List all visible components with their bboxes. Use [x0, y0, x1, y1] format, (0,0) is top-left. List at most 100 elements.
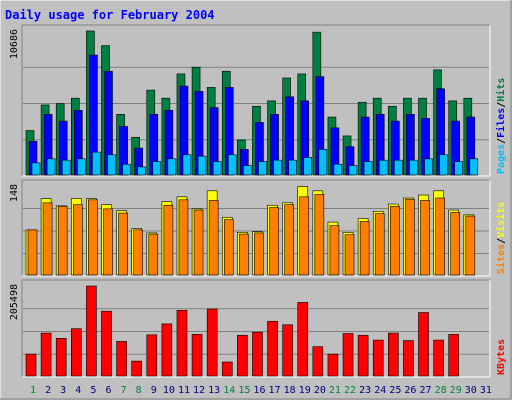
bar-kbytes-day-25: [388, 332, 399, 377]
bar-pages-day-3: [61, 159, 71, 176]
bar-kbytes-day-1: [25, 353, 37, 377]
x-tick-label: 28: [435, 385, 447, 396]
bar-kbytes-day-26: [403, 340, 414, 377]
x-tick-label: 26: [404, 385, 416, 396]
x-tick-label: 23: [359, 385, 371, 396]
legend-files: Files: [495, 108, 507, 138]
bar-pages-day-9: [152, 161, 162, 176]
bar-kbytes-day-3: [55, 338, 67, 377]
x-tick-label: 1: [30, 385, 36, 396]
bar-kbytes-day-23: [357, 334, 369, 377]
x-tick-label: 5: [90, 385, 96, 396]
bar-kbytes-day-17: [267, 320, 278, 377]
bar-kbytes-day-4: [70, 328, 82, 377]
x-tick-label: 4: [75, 385, 81, 396]
bar-pages-day-13: [212, 161, 222, 176]
x-axis-day-labels: 1 2 3 4 5 6 7 8 9 10 11 12 13 14 15 16 17 18 19 20 21 22 23 24 2…: [30, 385, 492, 396]
bar-kbytes-day-8: [131, 360, 142, 377]
bar-pages-day-2: [46, 158, 56, 176]
x-tick-label: 24: [374, 385, 386, 396]
bar-sites-day-28: [435, 197, 445, 276]
x-tick-label: 7: [121, 385, 127, 396]
bar-sites-day-4: [72, 204, 83, 276]
legend-hits: Hits: [495, 78, 507, 102]
bar-sites-day-3: [57, 206, 68, 276]
bar-pages-day-4: [76, 158, 86, 176]
bar-pages-day-25: [394, 159, 403, 176]
legend-separator: /: [496, 238, 507, 244]
bar-pages-day-11: [182, 154, 192, 176]
bar-pages-day-27: [424, 158, 433, 176]
bar-kbytes-day-22: [342, 333, 354, 377]
bar-pages-day-12: [197, 155, 207, 176]
bar-pages-day-10: [167, 158, 177, 176]
bar-pages-day-5: [92, 151, 101, 176]
bar-kbytes-day-13: [206, 308, 218, 377]
x-tick-label: 31: [480, 385, 492, 396]
bar-pages-day-26: [409, 159, 418, 176]
bar-sites-day-22: [344, 234, 355, 276]
bar-sites-day-10: [163, 204, 174, 276]
bar-sites-day-12: [193, 209, 204, 276]
bar-sites-day-11: [178, 199, 189, 276]
bar-pages-day-29: [454, 161, 464, 176]
bar-pages-day-24: [378, 159, 388, 176]
bar-sites-day-18: [284, 204, 294, 276]
bar-pages-day-6: [107, 154, 116, 176]
x-tick-label: 17: [269, 385, 281, 396]
bar-sites-day-29: [450, 212, 461, 276]
x-tick-label: 14: [223, 385, 235, 396]
bar-pages-day-19: [303, 157, 313, 176]
panel-bottom-ymax-label: 205498: [9, 284, 20, 320]
x-tick-label: 6: [105, 385, 111, 396]
bar-pages-day-16: [258, 161, 267, 176]
bar-pages-day-15: [243, 165, 252, 176]
x-tick-label: 20: [314, 385, 326, 396]
bar-sites-day-9: [148, 233, 159, 276]
bar-kbytes-day-21: [327, 353, 339, 377]
bar-sites-day-19: [299, 196, 310, 276]
x-tick-label: 11: [178, 385, 190, 396]
bar-sites-day-7: [118, 212, 128, 276]
x-tick-label: 18: [284, 385, 296, 396]
x-tick-label: 12: [193, 385, 205, 396]
bar-sites-day-2: [42, 202, 53, 276]
bar-pages-day-28: [439, 154, 448, 176]
legend-sites: Sites: [495, 244, 507, 274]
panel-bottom-legend: KBytes: [496, 339, 507, 375]
bar-kbytes-day-19: [297, 302, 309, 377]
bar-sites-day-16: [254, 232, 264, 276]
x-tick-label: 2: [45, 385, 51, 396]
legend-visits: Visits: [495, 202, 507, 238]
bar-sites-day-15: [239, 233, 249, 276]
bar-pages-day-8: [137, 166, 146, 176]
bar-kbytes-day-12: [191, 334, 203, 377]
bar-kbytes-day-2: [40, 332, 52, 377]
bar-kbytes-day-10: [161, 323, 173, 377]
panel-middle-legend: Sites/Visits: [495, 202, 507, 274]
bar-pages-day-23: [363, 161, 373, 176]
x-tick-label: 19: [299, 385, 311, 396]
bar-sites-day-14: [223, 219, 234, 276]
bar-kbytes-day-28: [433, 339, 444, 377]
x-tick-label: 16: [253, 385, 265, 396]
bar-kbytes-day-5: [86, 285, 97, 377]
bar-sites-day-1: [27, 229, 38, 276]
x-tick-label: 27: [419, 385, 431, 396]
bar-kbytes-day-9: [146, 334, 158, 377]
bar-kbytes-day-7: [116, 341, 127, 377]
bar-sites-day-24: [374, 213, 385, 276]
chart-title: Daily usage for February 2004: [5, 8, 215, 22]
bar-sites-day-26: [405, 198, 415, 276]
bar-pages-day-30: [469, 158, 479, 176]
legend-kbytes: KBytes: [496, 339, 507, 375]
bar-sites-day-30: [465, 215, 476, 276]
bar-sites-day-20: [314, 194, 325, 276]
x-tick-label: 13: [208, 385, 220, 396]
panel-top-ymax-label: 10686: [9, 29, 20, 59]
bar-kbytes-day-18: [282, 324, 293, 377]
bar-pages-day-21: [333, 163, 343, 176]
x-tick-label: 10: [163, 385, 175, 396]
